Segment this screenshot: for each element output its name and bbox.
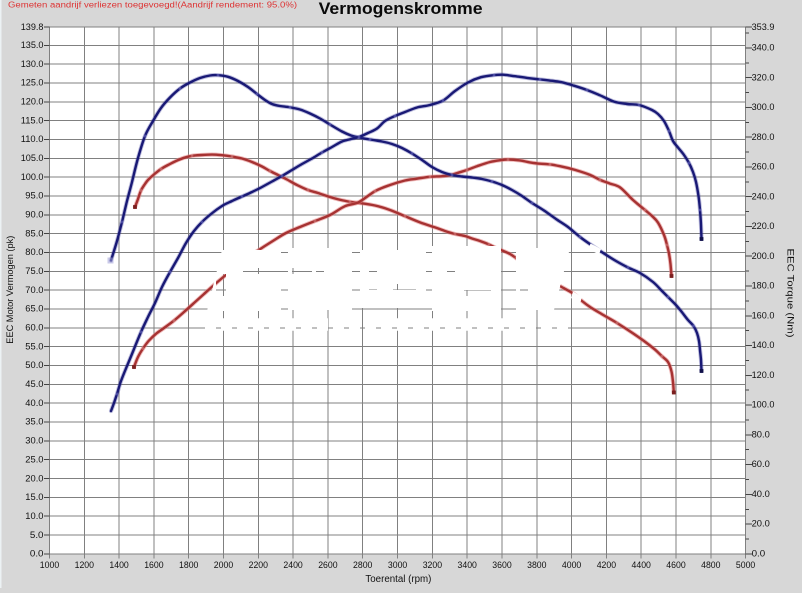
svg-text:55.0: 55.0 [25,341,43,352]
svg-text:240.0: 240.0 [752,191,775,202]
svg-text:60.0: 60.0 [752,459,770,470]
svg-text:65.0: 65.0 [25,304,43,315]
svg-text:1200: 1200 [75,560,94,571]
svg-text:260.0: 260.0 [752,162,775,173]
svg-text:EEC Motor Vermogen (pk): EEC Motor Vermogen (pk) [5,236,16,344]
svg-text:10.0: 10.0 [25,511,43,522]
svg-text:300.0: 300.0 [752,102,775,113]
svg-text:95.0: 95.0 [25,191,43,202]
svg-text:60.0: 60.0 [25,323,43,334]
svg-text:80.0: 80.0 [752,429,770,440]
svg-text:200.0: 200.0 [752,251,775,262]
svg-text:90.0: 90.0 [25,210,43,221]
svg-text:1000: 1000 [40,560,59,571]
svg-text:3000: 3000 [388,560,407,571]
svg-text:1600: 1600 [144,560,163,571]
svg-text:3800: 3800 [527,560,546,571]
svg-text:4000: 4000 [562,560,581,571]
svg-text:110.0: 110.0 [21,134,44,145]
svg-text:125.0: 125.0 [21,78,44,89]
svg-text:100.0: 100.0 [21,172,44,183]
svg-text:353.9: 353.9 [752,22,775,33]
svg-text:115.0: 115.0 [21,115,44,126]
svg-text:105.0: 105.0 [21,153,44,164]
svg-text:1400: 1400 [109,560,128,571]
svg-text:1800: 1800 [179,560,198,571]
svg-text:135.0: 135.0 [21,40,44,51]
svg-text:40.0: 40.0 [752,489,770,500]
svg-text:4600: 4600 [666,560,685,571]
svg-text:5000: 5000 [736,560,755,571]
svg-text:2000: 2000 [214,560,233,571]
svg-text:2400: 2400 [283,560,302,571]
svg-text:100.0: 100.0 [752,400,775,411]
svg-text:80.0: 80.0 [25,247,43,258]
svg-text:340.0: 340.0 [752,42,775,53]
svg-text:15.0: 15.0 [25,492,43,503]
svg-text:70.0: 70.0 [25,285,43,296]
svg-text:20.0: 20.0 [25,473,43,484]
svg-text:3200: 3200 [423,560,442,571]
svg-text:25.0: 25.0 [25,454,43,465]
svg-text:220.0: 220.0 [752,221,775,232]
svg-text:280.0: 280.0 [752,132,775,143]
svg-text:EEC Torque (Nm): EEC Torque (Nm) [785,249,796,338]
svg-text:20.0: 20.0 [752,519,770,530]
svg-text:4400: 4400 [632,560,651,571]
svg-text:50.0: 50.0 [25,360,43,371]
svg-text:30.0: 30.0 [25,436,43,447]
svg-text:2200: 2200 [249,560,268,571]
svg-text:2600: 2600 [318,560,337,571]
svg-text:139.8: 139.8 [21,22,44,33]
svg-text:3600: 3600 [492,560,511,571]
svg-text:0.0: 0.0 [752,549,766,560]
svg-text:0.0: 0.0 [30,549,44,560]
svg-text:35.0: 35.0 [25,417,43,428]
svg-text:5.0: 5.0 [30,530,44,541]
svg-text:2800: 2800 [353,560,372,571]
svg-text:75.0: 75.0 [25,266,43,277]
svg-text:180.0: 180.0 [752,281,775,292]
svg-text:320.0: 320.0 [752,72,775,83]
svg-text:Vermogenskromme: Vermogenskromme [319,0,483,18]
svg-text:Toerental (rpm): Toerental (rpm) [365,574,431,585]
svg-text:45.0: 45.0 [25,379,43,390]
svg-text:130.0: 130.0 [21,59,44,70]
svg-text:Gemeten aandrijf verliezen toe: Gemeten aandrijf verliezen toegevoegd!(A… [8,1,297,10]
svg-text:120.0: 120.0 [752,370,775,381]
svg-text:4800: 4800 [701,560,720,571]
svg-text:3400: 3400 [458,560,477,571]
svg-text:4200: 4200 [597,560,616,571]
svg-text:40.0: 40.0 [25,398,43,409]
svg-text:140.0: 140.0 [752,340,775,351]
svg-text:120.0: 120.0 [21,97,44,108]
svg-text:85.0: 85.0 [25,228,43,239]
svg-text:160.0: 160.0 [752,310,775,321]
